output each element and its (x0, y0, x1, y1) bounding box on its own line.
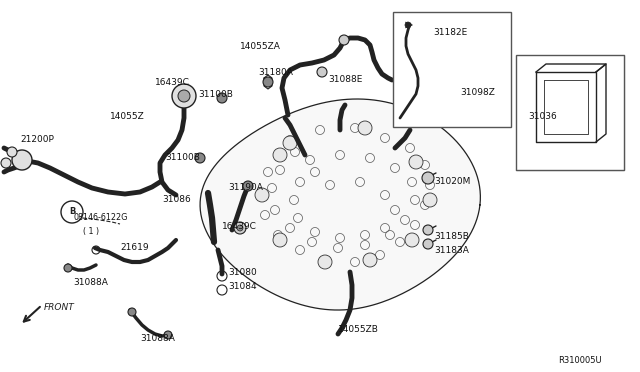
Circle shape (423, 239, 433, 249)
Text: 31080: 31080 (228, 268, 257, 277)
Text: 31086: 31086 (162, 195, 191, 204)
Text: FRONT: FRONT (44, 304, 75, 312)
Circle shape (317, 67, 327, 77)
Circle shape (64, 264, 72, 272)
Circle shape (283, 136, 297, 150)
Text: 14055ZA: 14055ZA (240, 42, 281, 51)
Circle shape (363, 253, 377, 267)
Circle shape (423, 225, 433, 235)
Bar (393, 12, 511, 127)
Circle shape (172, 84, 196, 108)
Text: 31098Z: 31098Z (460, 88, 495, 97)
Text: 31036: 31036 (528, 112, 557, 121)
Text: 21619: 21619 (120, 243, 148, 252)
Polygon shape (200, 99, 481, 310)
Text: B: B (69, 208, 75, 217)
Text: 31088E: 31088E (328, 75, 362, 84)
Circle shape (423, 193, 437, 207)
Text: R310005U: R310005U (558, 356, 602, 365)
Circle shape (273, 233, 287, 247)
Circle shape (263, 77, 273, 87)
Circle shape (234, 222, 246, 234)
Text: 31100B: 31100B (198, 90, 233, 99)
Circle shape (178, 90, 190, 102)
Text: 14055Z: 14055Z (110, 112, 145, 121)
Bar (516, 55, 624, 170)
Circle shape (1, 158, 11, 168)
Text: 31088A: 31088A (73, 278, 108, 287)
Circle shape (273, 148, 287, 162)
Circle shape (339, 35, 349, 45)
Circle shape (255, 188, 269, 202)
Circle shape (12, 150, 32, 170)
Text: 31084: 31084 (228, 282, 257, 291)
Text: 31020M: 31020M (434, 177, 470, 186)
Circle shape (217, 93, 227, 103)
Text: 31100B: 31100B (165, 153, 200, 162)
Circle shape (318, 255, 332, 269)
Text: 31190A: 31190A (228, 183, 263, 192)
Text: 16439C: 16439C (155, 78, 190, 87)
Circle shape (405, 22, 411, 28)
Circle shape (358, 121, 372, 135)
Circle shape (409, 155, 423, 169)
Text: 31182E: 31182E (433, 28, 467, 37)
Circle shape (195, 153, 205, 163)
Text: 31183A: 31183A (434, 246, 469, 255)
Circle shape (405, 233, 419, 247)
Circle shape (422, 172, 434, 184)
Text: 31180A: 31180A (258, 68, 293, 77)
Text: 21200P: 21200P (20, 135, 54, 144)
Text: ( 1 ): ( 1 ) (83, 227, 99, 236)
Circle shape (128, 308, 136, 316)
Text: 31088A: 31088A (140, 334, 175, 343)
Circle shape (237, 225, 243, 231)
Circle shape (164, 331, 172, 339)
Circle shape (243, 181, 253, 191)
Text: 08146-6122G: 08146-6122G (73, 213, 127, 222)
Text: 16439C: 16439C (222, 222, 257, 231)
Text: 14055ZB: 14055ZB (338, 325, 379, 334)
Circle shape (7, 147, 17, 157)
Text: 31185B: 31185B (434, 232, 469, 241)
